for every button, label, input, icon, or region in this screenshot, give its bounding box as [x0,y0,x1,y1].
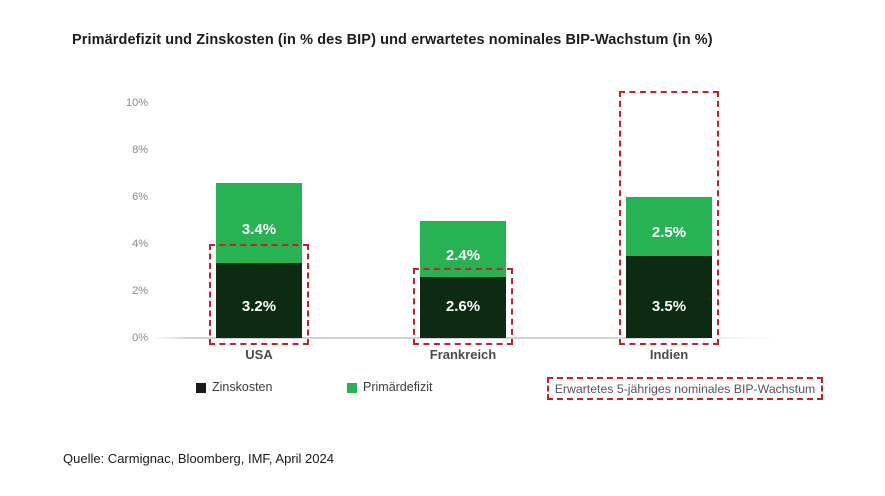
legend-item-primaerdefizit: Primärdefizit [347,380,432,395]
primaerdefizit-bar-segment: 2.5% [626,197,712,256]
primaerdefizit-bar-segment: 3.4% [216,182,302,263]
primaerdefizit-bar-segment: 2.4% [420,220,506,277]
y-axis-tick-label: 4% [132,238,148,250]
expected-growth-box [619,91,719,345]
bar-value-label: 3.5% [651,298,687,315]
bar-value-label: 3.4% [241,220,277,238]
bar-value-label: 2.6% [445,297,481,315]
expected-growth-box [209,244,309,345]
legend-label: Zinskosten [212,380,273,394]
legend-label: Erwartetes 5-jähriges nominales BIP-Wach… [554,381,816,396]
zinskosten-bar-segment: 3.2% [216,262,302,338]
category-label: Indien [649,347,689,362]
zinskosten-legend-swatch-icon [196,382,206,393]
legend-item-zinskosten: Zinskosten [196,380,272,395]
zinskosten-bar-segment: 2.6% [420,276,506,338]
category-label: USA [245,347,273,362]
expected-growth-box [413,267,513,345]
legend-label: Primärdefizit [363,380,433,394]
bar-value-label: 2.4% [445,246,481,264]
chart-title: Primärdefizit und Zinskosten (in % des B… [72,32,713,48]
y-axis-tick-label: 10% [125,97,148,109]
y-axis-tick-label: 6% [132,191,148,203]
bar-value-label: 3.2% [241,297,277,315]
zinskosten-bar-segment: 3.5% [626,255,712,338]
source-note: Quelle: Carmignac, Bloomberg, IMF, April… [63,451,334,466]
category-label: Frankreich [429,347,497,362]
bar-value-label: 2.5% [651,224,687,242]
x-axis-line [152,337,778,339]
expected-growth-legend-box: Erwartetes 5-jähriges nominales BIP-Wach… [547,377,823,400]
y-axis-tick-label: 2% [132,285,148,297]
primaerdefizit-legend-swatch-icon [347,382,357,393]
y-axis-tick-label: 8% [132,144,148,156]
y-axis-tick-label: 0% [132,332,148,344]
